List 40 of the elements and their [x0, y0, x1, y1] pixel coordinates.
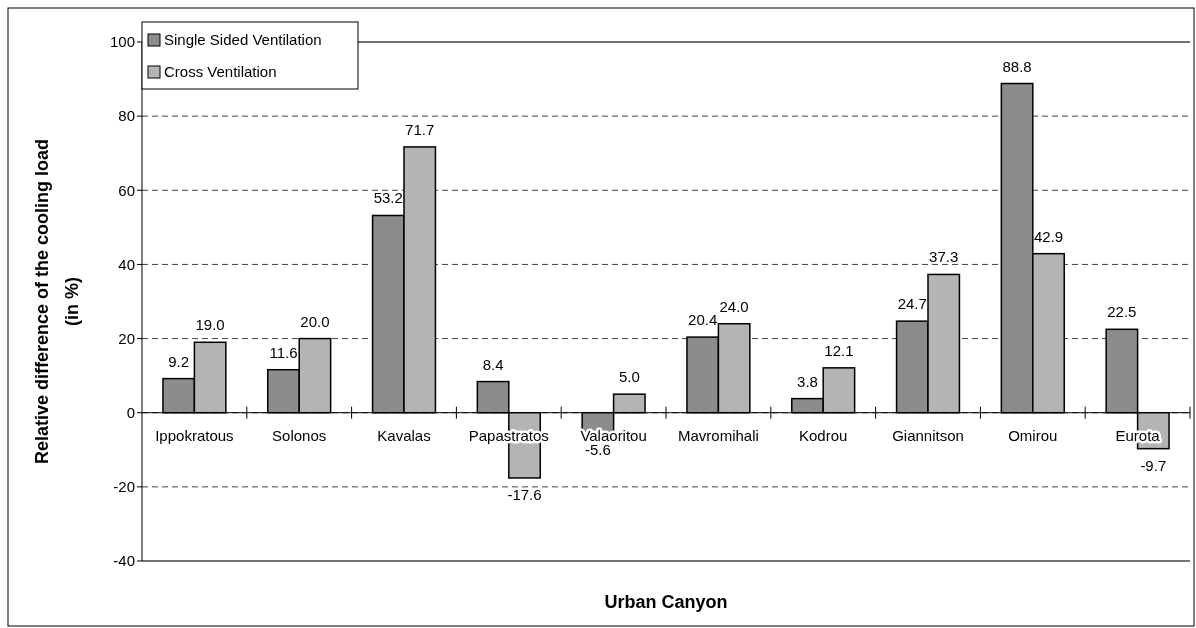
data-label: 53.2 [373, 189, 403, 207]
data-label: -9.7 [1140, 456, 1167, 474]
data-label: 71.7 [405, 120, 435, 138]
data-label: 22.5 [1107, 303, 1137, 321]
data-label: 24.7 [897, 295, 927, 313]
data-label: 8.4 [482, 355, 504, 373]
x-tick-label: Kodrou [799, 426, 848, 444]
x-tick-label: Valaoritou [580, 426, 647, 444]
x-axis-title: Urban Canyon [604, 592, 728, 612]
data-label: 12.1 [824, 341, 854, 359]
y-tick-label: 100 [109, 33, 135, 51]
x-tick-label: Omirou [1008, 426, 1058, 444]
data-label: 11.6 [269, 343, 298, 361]
legend-label: Single Sided Ventilation [164, 31, 322, 49]
y-tick-label: 80 [118, 107, 135, 125]
data-label: -5.6 [584, 441, 611, 459]
x-tick-label: Mavromihali [677, 426, 759, 444]
y-tick-label: -20 [113, 478, 135, 496]
data-label: 88.8 [1002, 57, 1032, 75]
data-label: -17.6 [507, 485, 542, 503]
x-tick-label: Kavalas [377, 426, 431, 444]
y-tick-label: 40 [118, 255, 135, 273]
data-label: 37.3 [929, 248, 959, 266]
y-tick-label: 60 [118, 181, 135, 199]
y-axis-title: Relative difference of the cooling load (in %) [32, 138, 82, 465]
data-label: 9.2 [168, 352, 190, 370]
data-label: 24.0 [719, 297, 749, 315]
x-tick-label: Ippokratous [155, 426, 234, 444]
x-tick-label: Solonos [272, 426, 327, 444]
data-label: 20.0 [300, 312, 330, 330]
y-tick-label: 20 [118, 329, 135, 347]
y-tick-label: 0 [126, 403, 135, 421]
data-label: 3.8 [797, 372, 818, 390]
data-label: 19.0 [195, 316, 225, 334]
data-label: 5.0 [618, 368, 640, 386]
x-tick-label: Giannitson [892, 426, 964, 444]
data-label: 42.9 [1033, 227, 1064, 245]
y-tick-label: -40 [113, 552, 135, 570]
data-label: 20.4 [688, 311, 718, 329]
legend-label: Cross Ventilation [164, 63, 277, 81]
